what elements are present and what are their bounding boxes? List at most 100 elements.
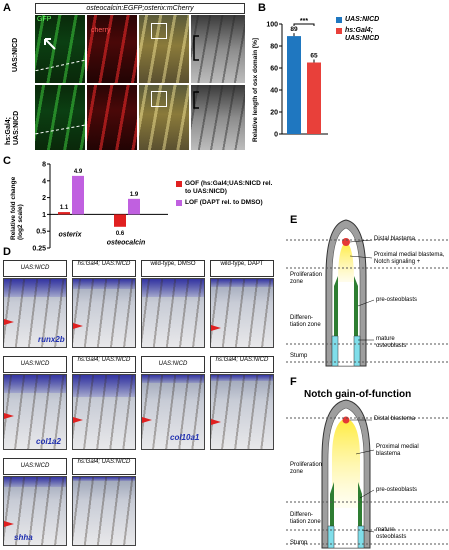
e-differentiation-zone-label: Differen-tiation zone bbox=[290, 315, 321, 328]
d-row2-header-1: UAS:NICD bbox=[3, 356, 67, 373]
e-proximal-blastema-label: Proximal medial blastema, Notch signalin… bbox=[374, 252, 445, 265]
legend-swatch-gof bbox=[176, 181, 182, 187]
gene-label-col10a1: col10a1 bbox=[170, 433, 200, 442]
panel-label-d: D bbox=[3, 246, 11, 258]
legend-lof: LOF (DAPT rel. to DMSO) bbox=[185, 199, 263, 206]
legend-uas-nicd: UAS:NICD bbox=[345, 16, 380, 23]
red-arrow-icon bbox=[73, 323, 83, 329]
cherry-channel-label: cherry bbox=[91, 27, 111, 34]
ish-col1a2-hs bbox=[72, 374, 136, 450]
red-arrow-icon bbox=[4, 413, 14, 419]
d-row3-header-1: UAS:NICD bbox=[3, 458, 67, 475]
micrograph-brightfield-hs-gal4 bbox=[191, 85, 245, 150]
data-label: 1.9 bbox=[130, 192, 139, 198]
f-distal-blastema-label: Distal blastema bbox=[374, 416, 416, 422]
white-arrow-icon bbox=[44, 38, 56, 50]
panel-label-c: C bbox=[3, 155, 11, 167]
red-arrow-icon bbox=[4, 319, 14, 325]
f-pre-osteoblasts-label: pre-osteoblasts bbox=[376, 487, 418, 493]
fold-change-chart: 0.25 0.5 1 2 4 8 1.1 4.9 osterix 0.6 1.9 osteocalci… bbox=[32, 162, 168, 253]
data-label: 4.9 bbox=[74, 169, 83, 175]
bar bbox=[287, 36, 301, 134]
panel-label-e: E bbox=[290, 214, 298, 226]
gfp-channel-label: GFP bbox=[37, 16, 52, 23]
micrograph-cherry-hs-gal4 bbox=[87, 85, 137, 150]
d-row3-header-2: hs:Gal4; UAS:NICD bbox=[72, 458, 136, 475]
y-tick-label: 0.5 bbox=[36, 229, 46, 236]
panel-a-row1-label: UAS:NICD bbox=[12, 37, 19, 72]
panel-c-legend: GOF (hs:Gal4;UAS:NICD rel. to UAS:NICD) … bbox=[176, 180, 276, 207]
y-tick-label: 0 bbox=[274, 132, 278, 139]
ish-col10a1-hs bbox=[210, 374, 274, 450]
ish-shha-hs bbox=[72, 476, 136, 546]
legend-hs-gal4: hs:Gal4; UAS:NICD bbox=[345, 27, 380, 42]
data-label: 65 bbox=[310, 53, 318, 60]
d-row1-header-3: wild-type, DMSO bbox=[141, 260, 205, 277]
panel-label-b: B bbox=[258, 2, 266, 14]
gene-label-col1a2: col1a2 bbox=[36, 437, 61, 446]
ish-runx2b-hs bbox=[72, 278, 136, 348]
micrograph-gfp-hs-gal4 bbox=[35, 85, 85, 150]
bar bbox=[58, 212, 70, 215]
ish-shha-uas: shha bbox=[3, 476, 67, 546]
ish-runx2b-dmso bbox=[141, 278, 205, 348]
y-tick-label: 2 bbox=[42, 195, 46, 202]
y-tick-label: 8 bbox=[42, 162, 46, 169]
f-differentiation-zone-label: Differen-tiation zone bbox=[290, 512, 321, 525]
bar bbox=[114, 214, 126, 227]
bar bbox=[128, 198, 140, 215]
panel-f-diagram bbox=[286, 399, 449, 549]
f-proliferation-zone-label: Proliferation zone bbox=[290, 462, 323, 475]
red-arrow-icon bbox=[211, 325, 221, 331]
data-label: 0.6 bbox=[116, 231, 125, 237]
panel-e-diagram bbox=[286, 219, 449, 367]
data-label: 89 bbox=[290, 26, 298, 33]
e-distal-blastema-label: Distal blastema bbox=[374, 236, 416, 242]
bracket-marker bbox=[193, 91, 199, 109]
e-proliferation-zone-label: Proliferation zone bbox=[290, 272, 323, 285]
y-tick-label: 80 bbox=[270, 44, 278, 51]
panel-label-f: F bbox=[290, 376, 297, 388]
legend-swatch-lof bbox=[176, 200, 182, 206]
micrograph-merge-uas-nicd bbox=[139, 15, 189, 83]
y-tick-label: 0.25 bbox=[32, 246, 46, 253]
data-label: 1.1 bbox=[60, 205, 69, 211]
y-tick-label: 40 bbox=[270, 88, 278, 95]
red-arrow-icon bbox=[4, 521, 14, 527]
ish-runx2b-uas: runx2b bbox=[3, 278, 67, 348]
red-arrow-icon bbox=[211, 419, 221, 425]
d-row1-header-2: hs:Gal4; UAS:NICD bbox=[72, 260, 136, 277]
f-mature-osteoblasts-label: mature osteoblasts bbox=[376, 527, 407, 540]
category-label: osterix bbox=[59, 231, 83, 238]
legend-swatch-blue bbox=[336, 17, 342, 23]
significance-bracket bbox=[293, 23, 315, 26]
micrograph-gfp-uas-nicd: GFP bbox=[35, 15, 85, 83]
panel-a-header: osteocalcin:EGFP;osterix:mCherry bbox=[35, 3, 245, 14]
ish-runx2b-dapt bbox=[210, 278, 274, 348]
red-arrow-icon bbox=[73, 417, 83, 423]
d-row2-header-2: hs:Gal4; UAS:NICD bbox=[72, 356, 136, 373]
micrograph-merge-hs-gal4 bbox=[139, 85, 189, 150]
d-row2-header-3: UAS:NICD bbox=[141, 356, 205, 373]
y-tick-label: 1 bbox=[42, 212, 46, 219]
d-row1-header-1: UAS:NICD bbox=[3, 260, 67, 277]
panel-b-legend: UAS:NICD hs:Gal4; UAS:NICD bbox=[336, 16, 446, 43]
e-pre-osteoblasts-label: pre-osteoblasts bbox=[376, 297, 418, 303]
f-proximal-blastema-label: Proximal medial blastema bbox=[376, 444, 419, 457]
panel-label-a: A bbox=[3, 2, 11, 14]
y-tick-label: 4 bbox=[42, 178, 46, 185]
red-arrow-icon bbox=[142, 417, 152, 423]
bar bbox=[307, 62, 321, 134]
f-stump-label: Stump bbox=[290, 540, 308, 546]
gene-label-shha: shha bbox=[14, 533, 33, 542]
micrograph-cherry-uas-nicd: cherry bbox=[87, 15, 137, 83]
e-mature-osteoblasts-label: mature osteoblasts bbox=[376, 336, 407, 349]
y-tick-label: 20 bbox=[270, 110, 278, 117]
e-stump-label: Stump bbox=[290, 353, 308, 359]
y-tick-label: 100 bbox=[266, 22, 278, 29]
legend-gof: GOF (hs:Gal4;UAS:NICD rel. to UAS:NICD) bbox=[185, 180, 273, 195]
panel-b-ylabel: Relative length of osx domain [%] bbox=[252, 37, 259, 142]
d-row2-header-4: hs:Gal4; UAS:NICD bbox=[210, 356, 274, 373]
bracket-marker bbox=[193, 35, 199, 61]
panel-a-row2-label: hs:Gal4; UAS:NICD bbox=[5, 110, 20, 145]
